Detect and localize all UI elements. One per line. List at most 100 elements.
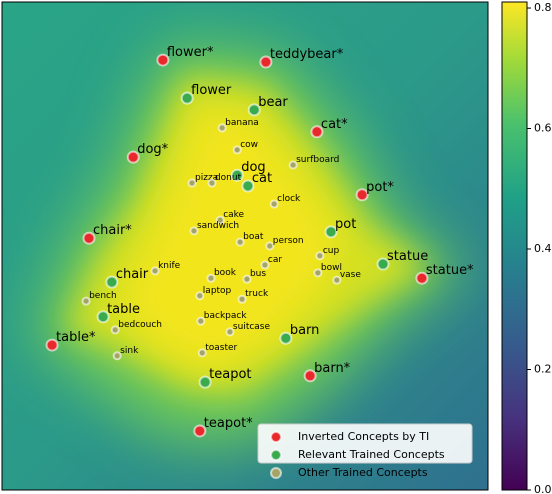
- point: [187, 178, 197, 188]
- point-label: flower: [191, 83, 232, 98]
- point-label: cake: [223, 210, 244, 220]
- point-label: dog: [241, 160, 265, 175]
- point: [96, 310, 110, 324]
- point-label: truck: [245, 289, 269, 299]
- point-label: barn: [290, 323, 320, 338]
- point: [193, 424, 207, 438]
- legend-marker: [270, 449, 282, 461]
- point-label: dog*: [137, 142, 168, 157]
- point-label: bowl: [321, 263, 342, 273]
- point: [81, 296, 91, 306]
- point: [217, 123, 227, 133]
- point-label: teapot: [209, 367, 251, 382]
- point: [195, 291, 205, 301]
- point: [288, 160, 298, 170]
- point-label: statue: [387, 249, 428, 264]
- point: [241, 179, 255, 193]
- point-label: flower*: [167, 45, 214, 60]
- point: [279, 331, 293, 345]
- point-label: car: [268, 255, 282, 265]
- point: [242, 274, 252, 284]
- point-label: laptop: [203, 286, 232, 296]
- point-label: bench: [89, 291, 117, 301]
- point-label: cat: [252, 171, 272, 186]
- legend-marker: [270, 431, 282, 443]
- point: [247, 103, 261, 117]
- point: [332, 275, 342, 285]
- point: [260, 260, 270, 270]
- point-label: chair: [116, 267, 149, 282]
- point: [225, 327, 235, 337]
- point: [265, 241, 275, 251]
- point-label: table: [107, 302, 140, 317]
- colorbar: [501, 1, 528, 491]
- point-label: donut: [215, 173, 242, 183]
- point-label: teddybear*: [270, 47, 344, 62]
- point: [215, 215, 225, 225]
- point-label: banana: [225, 118, 259, 128]
- point-label: cat*: [321, 117, 348, 132]
- point: [324, 225, 338, 239]
- points: flower* teddybear* cat* dog* pot* chair* statu…: [45, 45, 474, 438]
- point: [303, 369, 317, 383]
- point-label: backpack: [204, 311, 248, 321]
- point-label: surfboard: [296, 155, 339, 165]
- point: [415, 271, 429, 285]
- plot-frame: [1, 1, 489, 491]
- legend: Inverted Concepts by TI Relevant Trained …: [257, 423, 473, 479]
- point: [180, 91, 194, 105]
- point: [207, 178, 217, 188]
- point-label: pot*: [366, 180, 394, 195]
- point: [105, 275, 119, 289]
- point-label: table*: [56, 330, 96, 345]
- legend-label: Relevant Trained Concepts: [298, 448, 445, 461]
- point-label: bedcouch: [118, 320, 162, 330]
- point-label: vase: [340, 270, 362, 280]
- colorbar-tick-label: 0.0: [534, 483, 552, 494]
- point: [230, 168, 244, 182]
- point: [310, 125, 324, 139]
- point-label: book: [214, 268, 237, 278]
- colorbar-tick-label: 0.2: [534, 363, 552, 376]
- point-label: bear: [258, 95, 288, 110]
- point: [376, 257, 390, 271]
- point: [313, 268, 323, 278]
- point-label: cup: [323, 246, 340, 256]
- colorbar-tick-label: 0.8: [534, 1, 552, 14]
- point-label: person: [273, 236, 304, 246]
- point-label: bus: [250, 269, 266, 279]
- point-label: sink: [120, 346, 139, 356]
- point-label: pizza: [195, 173, 218, 183]
- point-label: suitcase: [233, 322, 271, 332]
- point: [45, 338, 59, 352]
- point: [355, 188, 369, 202]
- point: [156, 53, 170, 67]
- point-label: statue*: [426, 263, 474, 278]
- point: [206, 273, 216, 283]
- point-label: cow: [240, 140, 258, 150]
- point: [82, 231, 96, 245]
- point: [112, 351, 122, 361]
- point-label: toaster: [205, 343, 237, 353]
- point: [150, 266, 160, 276]
- point-label: clock: [277, 194, 301, 204]
- point: [197, 348, 207, 358]
- point: [198, 375, 212, 389]
- point: [196, 316, 206, 326]
- point: [110, 325, 120, 335]
- point: [232, 145, 242, 155]
- colorbar-tick-label: 0.4: [534, 242, 552, 255]
- legend-marker: [270, 467, 282, 479]
- point: [235, 237, 245, 247]
- heatmap: [2, 2, 488, 490]
- point: [269, 199, 279, 209]
- point: [189, 226, 199, 236]
- point-label: barn*: [314, 361, 351, 376]
- point: [259, 55, 273, 69]
- point-label: teapot*: [204, 416, 253, 431]
- point-label: sandwich: [197, 221, 239, 231]
- point-label: pot: [335, 217, 356, 232]
- point-label: boat: [243, 232, 264, 242]
- point-label: chair*: [93, 223, 132, 238]
